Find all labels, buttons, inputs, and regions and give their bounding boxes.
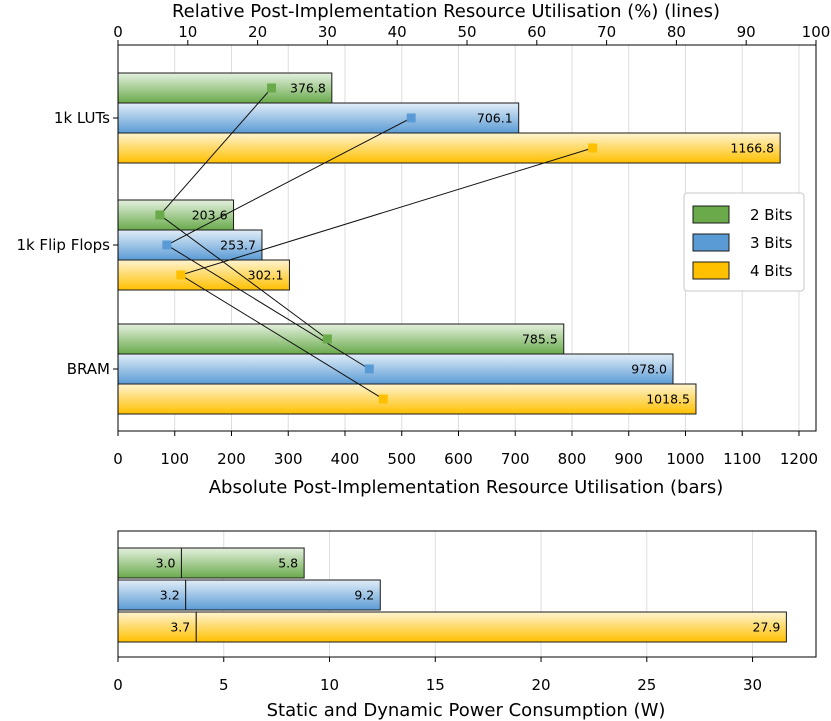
- top-tick-label: 40: [388, 23, 407, 41]
- power-dynamic-bar-4-bits: [195, 611, 787, 643]
- bar-1k-flip-flops-4-bits: [117, 259, 290, 291]
- power-dynamic-label: 9.2: [354, 588, 374, 603]
- top-tick-label: 100: [802, 23, 831, 41]
- bars: [117, 72, 787, 643]
- legend-label-3-bits: 3 Bits: [750, 234, 793, 252]
- axes: [113, 40, 817, 662]
- power-static-bar-4-bits: [117, 611, 197, 643]
- relative-marker-1k-luts-3-bits: [406, 113, 416, 123]
- power-x-axis-title: Static and Dynamic Power Consumption (W): [267, 700, 666, 721]
- x-tick-label: 1200: [780, 450, 818, 468]
- x-tick-label: 100: [160, 450, 189, 468]
- bar-value-label: 376.8: [290, 81, 326, 96]
- bar-value-label: 253.7: [220, 238, 256, 253]
- category-label-1k-flip-flops: 1k Flip Flops: [16, 236, 110, 254]
- top-tick-label: 80: [667, 23, 686, 41]
- legend-label-2-bits: 2 Bits: [750, 206, 793, 224]
- top-tick-label: 60: [527, 23, 546, 41]
- text: 376.8706.11166.8203.6253.7302.1785.5978.…: [16, 1, 830, 721]
- bar-value-label: 1018.5: [646, 392, 690, 407]
- top-tick-label: 30: [318, 23, 337, 41]
- relative-marker-1k-luts-4-bits: [588, 143, 598, 153]
- power-static-label: 3.0: [156, 556, 176, 571]
- x-tick-label: 1100: [723, 450, 761, 468]
- legend: 2 Bits 3 Bits 4 Bits: [683, 192, 805, 292]
- bar-1k-flip-flops-2-bits: [117, 199, 235, 231]
- x-tick-label: 500: [387, 450, 416, 468]
- bar-1k-luts-4-bits: [117, 132, 781, 164]
- relative-marker-1k-flip-flops-4-bits: [176, 270, 186, 280]
- bar-bram-2-bits: [117, 323, 565, 355]
- top-axis-title: Relative Post-Implementation Resource Ut…: [172, 1, 720, 22]
- x-tick-label: 700: [501, 450, 530, 468]
- bar-value-label: 785.5: [522, 332, 558, 347]
- relative-lines: [155, 83, 598, 404]
- bar-value-label: 302.1: [248, 268, 284, 283]
- power-x-tick-label: 25: [637, 676, 656, 694]
- relative-marker-bram-4-bits: [378, 394, 388, 404]
- power-dynamic-bar-2-bits: [180, 547, 305, 579]
- bar-1k-flip-flops-3-bits: [117, 229, 263, 261]
- legend-label-4-bits: 4 Bits: [750, 262, 793, 280]
- top-tick-label: 10: [178, 23, 197, 41]
- x-tick-label: 1000: [666, 450, 704, 468]
- x-tick-label: 600: [444, 450, 473, 468]
- legend-swatch-4-bits: [692, 261, 730, 280]
- x-axis-title: Absolute Post-Implementation Resource Ut…: [209, 477, 724, 498]
- bar-1k-luts-3-bits: [117, 102, 520, 134]
- bar-value-label: 978.0: [631, 362, 667, 377]
- bar-1k-luts-2-bits: [117, 72, 333, 104]
- relative-marker-bram-2-bits: [322, 334, 332, 344]
- power-dynamic-label: 5.8: [278, 556, 298, 571]
- bar-value-label: 203.6: [192, 208, 228, 223]
- power-dynamic-label: 27.9: [753, 620, 781, 635]
- power-x-tick-label: 30: [743, 676, 762, 694]
- x-tick-label: 900: [614, 450, 643, 468]
- power-dynamic-bar-3-bits: [185, 579, 381, 611]
- power-static-label: 3.7: [170, 620, 190, 635]
- x-tick-label: 300: [274, 450, 303, 468]
- bar-bram-3-bits: [117, 353, 674, 385]
- power-x-tick-label: 20: [531, 676, 550, 694]
- bar-bram-4-bits: [117, 383, 697, 415]
- top-tick-label: 50: [457, 23, 476, 41]
- x-tick-label: 0: [113, 450, 123, 468]
- x-tick-label: 400: [331, 450, 360, 468]
- category-label-bram: BRAM: [67, 360, 110, 378]
- power-x-tick-label: 15: [426, 676, 445, 694]
- top-tick-label: 70: [597, 23, 616, 41]
- power-plot-frame: [117, 530, 817, 658]
- power-static-label: 3.2: [160, 588, 180, 603]
- power-x-tick-label: 10: [320, 676, 339, 694]
- relative-marker-1k-flip-flops-3-bits: [162, 240, 172, 250]
- bar-value-label: 1166.8: [730, 141, 774, 156]
- power-x-tick-label: 0: [113, 676, 123, 694]
- relative-marker-1k-luts-2-bits: [267, 83, 277, 93]
- legend-swatch-3-bits: [692, 233, 730, 252]
- top-tick-label: 0: [113, 23, 123, 41]
- relative-marker-1k-flip-flops-2-bits: [155, 210, 165, 220]
- category-label-1k-luts: 1k LUTs: [54, 109, 110, 127]
- relative-marker-bram-3-bits: [364, 364, 374, 374]
- bar-value-label: 706.1: [477, 111, 513, 126]
- top-tick-label: 90: [737, 23, 756, 41]
- power-x-tick-label: 5: [219, 676, 229, 694]
- legend-swatch-2-bits: [692, 205, 730, 224]
- top-tick-label: 20: [248, 23, 267, 41]
- x-tick-label: 800: [558, 450, 587, 468]
- x-tick-label: 200: [217, 450, 246, 468]
